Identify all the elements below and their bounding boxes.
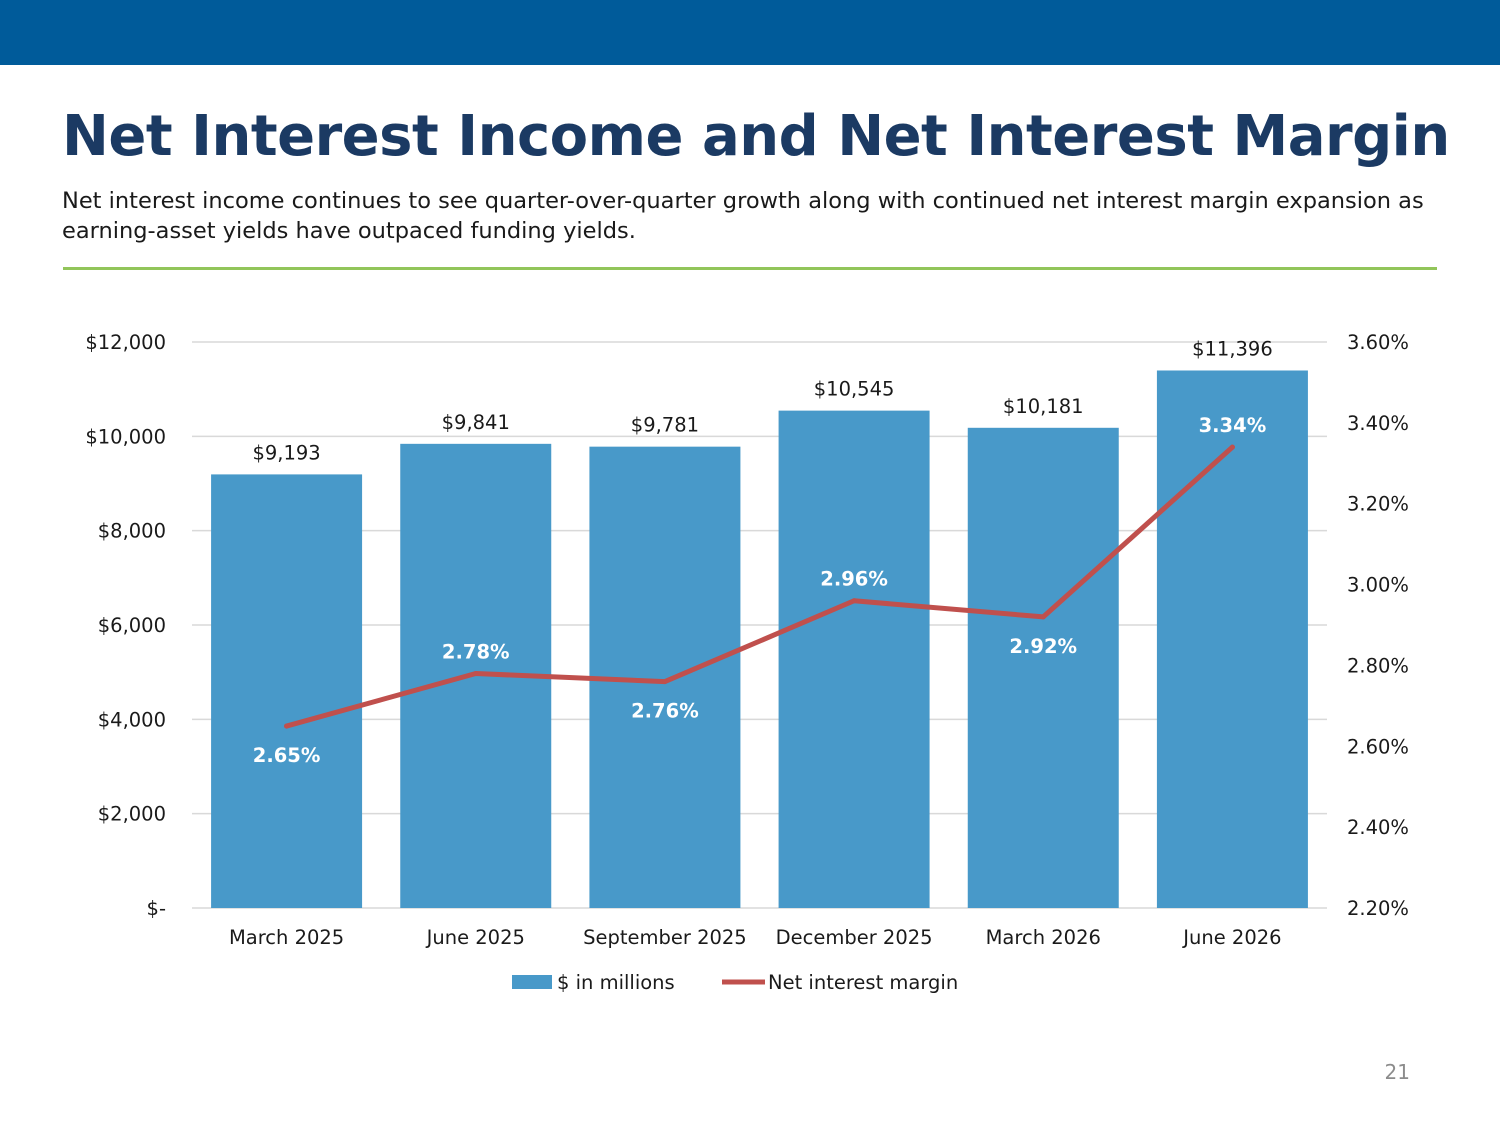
y-left-tick-label: $4,000 <box>98 708 166 731</box>
nim-point <box>473 671 479 677</box>
nim-value-label: 2.65% <box>253 744 321 767</box>
bar <box>1156 370 1308 909</box>
y-left-tick-label: $6,000 <box>98 614 166 637</box>
nim-point <box>851 598 857 604</box>
nim-value-label: 3.34% <box>1199 414 1267 437</box>
page-title: Net Interest Income and Net Interest Mar… <box>62 104 1450 169</box>
y-right-tick-label: 3.00% <box>1347 574 1409 597</box>
title-divider <box>63 267 1437 270</box>
bar-value-label: $10,181 <box>1003 395 1084 418</box>
bar-value-label: $9,781 <box>631 414 699 437</box>
bar-value-label: $9,193 <box>252 441 320 464</box>
bar-value-label: $11,396 <box>1192 337 1273 360</box>
nim-value-label: 2.76% <box>631 700 699 723</box>
y-left-tick-label: $10,000 <box>85 425 166 448</box>
y-right-tick-label: 3.40% <box>1347 412 1409 435</box>
x-category-label: June 2026 <box>1181 926 1281 949</box>
x-category-label: June 2025 <box>425 926 525 949</box>
nim-point <box>284 723 290 729</box>
page-number: 21 <box>1384 1060 1410 1084</box>
y-left-tick-label: $12,000 <box>85 331 166 354</box>
nim-value-label: 2.92% <box>1009 635 1077 658</box>
x-category-label: March 2025 <box>229 926 344 949</box>
y-left-tick-label: $2,000 <box>98 803 166 826</box>
y-right-tick-label: 2.20% <box>1347 897 1409 920</box>
y-right-tick-label: 2.60% <box>1347 735 1409 758</box>
x-category-label: December 2025 <box>776 926 933 949</box>
x-category-label: September 2025 <box>583 926 747 949</box>
y-right-tick-label: 2.40% <box>1347 816 1409 839</box>
page-subtitle: Net interest income continues to see qua… <box>62 188 1424 244</box>
bar <box>211 474 363 908</box>
legend-swatch-bar <box>512 975 552 989</box>
nim-value-label: 2.96% <box>820 568 888 591</box>
y-right-tick-label: 3.60% <box>1347 331 1409 354</box>
y-left-tick-label: $8,000 <box>98 520 166 543</box>
bar-value-label: $9,841 <box>442 411 510 434</box>
bar <box>778 410 930 908</box>
top-banner <box>0 0 1500 65</box>
bar <box>967 427 1119 908</box>
y-left-tick-label: $- <box>147 897 166 920</box>
nim-value-label: 2.78% <box>442 641 510 664</box>
legend-label-bar: $ in millions <box>557 971 675 994</box>
nim-line <box>284 444 1235 729</box>
nii-nim-combo-chart: $- $2,000 $4,000 $6,000 $8,000 $10,000 $12,000… <box>85 331 1409 994</box>
y-right-tick-label: 2.80% <box>1347 654 1409 677</box>
nim-point <box>662 679 668 685</box>
legend-label-line: Net interest margin <box>768 971 958 994</box>
x-category-label: March 2026 <box>986 926 1101 949</box>
nim-point <box>1040 614 1046 620</box>
y-right-tick-label: 3.20% <box>1347 493 1409 516</box>
bar-value-label: $10,545 <box>814 378 895 401</box>
nim-point <box>1229 444 1235 450</box>
